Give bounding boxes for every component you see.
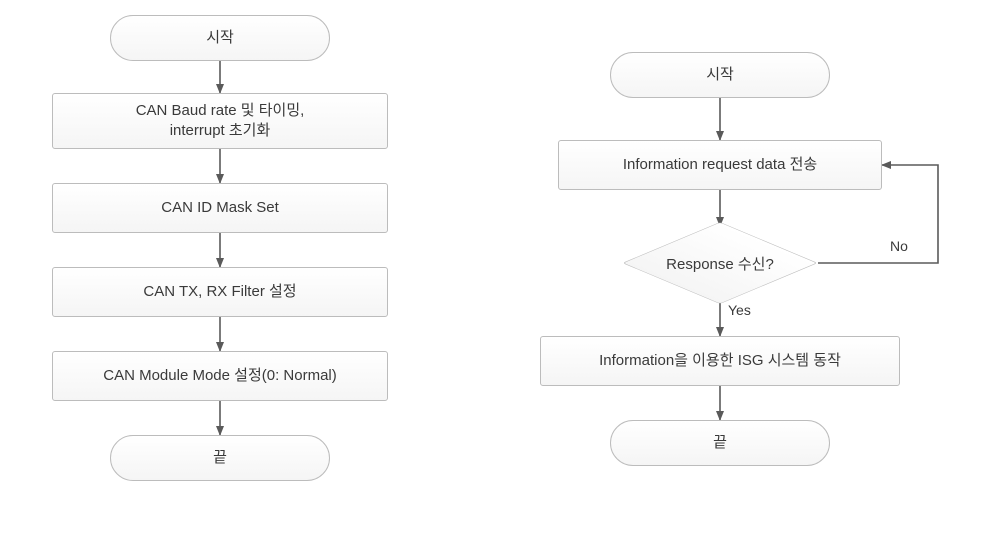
left-start-terminator: 시작 — [110, 15, 330, 61]
left-process-module-mode: CAN Module Mode 설정(0: Normal) — [52, 351, 388, 401]
right-decision-text: Response 수신? — [622, 224, 818, 302]
left-process-baud-rate: CAN Baud rate 및 타이밍, interrupt 초기화 — [52, 93, 388, 149]
left-end-terminator: 끝 — [110, 435, 330, 481]
right-start-terminator: 시작 — [610, 52, 830, 98]
right-end-terminator: 끝 — [610, 420, 830, 466]
label-yes: Yes — [728, 302, 751, 318]
left-process-id-mask: CAN ID Mask Set — [52, 183, 388, 233]
right-process-request: Information request data 전송 — [558, 140, 882, 190]
label-no: No — [890, 238, 908, 254]
left-process-tx-rx-filter: CAN TX, RX Filter 설정 — [52, 267, 388, 317]
right-process-isg: Information을 이용한 ISG 시스템 동작 — [540, 336, 900, 386]
